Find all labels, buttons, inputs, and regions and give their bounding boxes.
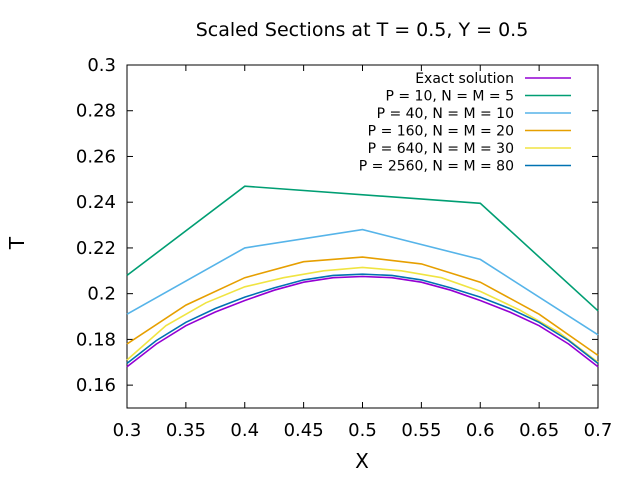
y-tick-label: 0.2 <box>87 284 116 305</box>
x-tick-label: 0.55 <box>401 420 441 441</box>
series-line-3 <box>126 228 599 336</box>
chart-title: Scaled Sections at T = 0.5, Y = 0.5 <box>196 19 529 41</box>
y-tick-label: 0.26 <box>76 146 116 167</box>
series-line-1 <box>126 275 599 368</box>
x-axis-title: X <box>355 449 369 473</box>
legend-label-1: Exact solution <box>415 71 514 87</box>
legend-label-4: P = 160, N = M = 20 <box>368 124 514 140</box>
x-tick-label: 0.4 <box>230 420 259 441</box>
x-tick-label: 0.5 <box>348 420 377 441</box>
x-axis-ticks: 0.3 0.35 0.4 0.45 0.5 0.55 0.6 0.65 0.7 <box>113 65 613 441</box>
legend: Exact solution P = 10, N = M = 5P = 40, N… <box>359 71 571 175</box>
x-tick-label: 0.45 <box>284 420 324 441</box>
y-tick-label: 0.18 <box>76 329 116 350</box>
y-tick-label: 0.16 <box>76 375 116 396</box>
legend-label-2: P = 10, N = M = 5 <box>385 89 514 105</box>
series-line-4 <box>126 256 599 357</box>
x-tick-label: 0.7 <box>584 420 613 441</box>
x-tick-label: 0.35 <box>166 420 206 441</box>
legend-label-3: P = 40, N = M = 10 <box>377 106 514 122</box>
plot-frame <box>126 64 599 409</box>
legend-label-5: P = 640, N = M = 30 <box>368 141 514 157</box>
y-tick-label: 0.3 <box>87 55 116 76</box>
y-tick-label: 0.24 <box>76 192 116 213</box>
y-tick-label: 0.22 <box>76 238 116 259</box>
series-line-2 <box>126 185 599 312</box>
x-tick-label: 0.6 <box>466 420 495 441</box>
y-tick-label: 0.28 <box>76 101 116 122</box>
series-lines <box>126 185 599 368</box>
y-axis-ticks: 0.16 0.18 0.2 0.22 0.24 0.26 0.28 0.3 <box>76 55 598 396</box>
y-axis-title: T <box>5 236 29 250</box>
series-line-6 <box>126 273 599 365</box>
legend-label-6: P = 2560, N = M = 80 <box>359 159 514 175</box>
plot-border <box>126 64 599 409</box>
x-tick-label: 0.65 <box>519 420 559 441</box>
x-tick-label: 0.3 <box>113 420 142 441</box>
series-line-5 <box>126 266 599 363</box>
